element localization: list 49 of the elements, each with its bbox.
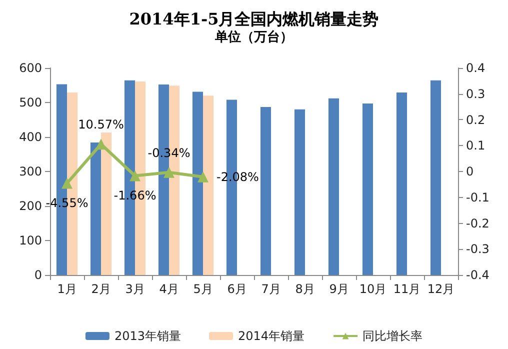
point bbox=[164, 166, 174, 178]
legend-label: 2014年销量 bbox=[238, 329, 305, 343]
x-tick-label: 11月 bbox=[393, 282, 421, 296]
x-tick-label: 9月 bbox=[329, 282, 349, 296]
y-tick-label: 600 bbox=[19, 61, 42, 75]
x-tick-label: 4月 bbox=[159, 282, 179, 296]
x-tick-label: 2月 bbox=[91, 282, 111, 296]
bar bbox=[101, 132, 112, 275]
bar bbox=[362, 104, 373, 275]
y-tick-label: 100 bbox=[19, 234, 42, 248]
y2-tick-label: 0.1 bbox=[466, 138, 486, 153]
bar bbox=[294, 109, 305, 275]
bar bbox=[328, 98, 339, 275]
y-tick-label: 400 bbox=[19, 130, 42, 144]
y-tick-label: 200 bbox=[19, 199, 42, 213]
point bbox=[130, 170, 140, 182]
x-tick-label: 7月 bbox=[261, 282, 281, 296]
x-tick-label: 5月 bbox=[193, 282, 213, 296]
bar bbox=[90, 142, 101, 275]
y2-tick-label: 0.4 bbox=[466, 61, 486, 75]
x-tick-label: 3月 bbox=[125, 282, 145, 296]
x-tick-label: 6月 bbox=[227, 282, 247, 296]
bar bbox=[396, 92, 407, 275]
bar bbox=[192, 92, 203, 275]
y2-tick-label: -0.4 bbox=[466, 268, 490, 282]
y2-tick-label: 0.3 bbox=[466, 86, 486, 101]
data-label: 10.57% bbox=[78, 118, 124, 132]
y-tick-label: 0 bbox=[34, 268, 42, 282]
y2-tick-label: -0.2 bbox=[466, 216, 490, 230]
point bbox=[198, 171, 208, 182]
y-tick-label: 300 bbox=[19, 164, 42, 178]
x-tick-label: 10月 bbox=[359, 282, 387, 296]
bar bbox=[260, 106, 271, 275]
bar bbox=[430, 80, 441, 275]
y2-tick-label: 0 bbox=[466, 164, 474, 178]
point bbox=[96, 138, 106, 150]
point bbox=[62, 178, 72, 189]
y2-tick-label: -0.3 bbox=[466, 242, 490, 256]
chart-subtitle: 单位（万台） bbox=[214, 29, 293, 45]
chart-title: 2014年1-5月全国内燃机销量走势 bbox=[129, 10, 379, 28]
y2-tick-label: 0.2 bbox=[466, 112, 486, 127]
x-tick-label: 8月 bbox=[295, 282, 315, 296]
x-tick-label: 12月 bbox=[427, 282, 455, 296]
legend-label: 2013年销量 bbox=[114, 329, 182, 343]
x-tick-label: 1月 bbox=[57, 282, 77, 296]
y-tick-label: 500 bbox=[19, 96, 42, 110]
legend-label: 同比增长率 bbox=[362, 329, 423, 343]
y2-tick-label: -0.1 bbox=[466, 190, 490, 204]
bar bbox=[203, 96, 214, 275]
